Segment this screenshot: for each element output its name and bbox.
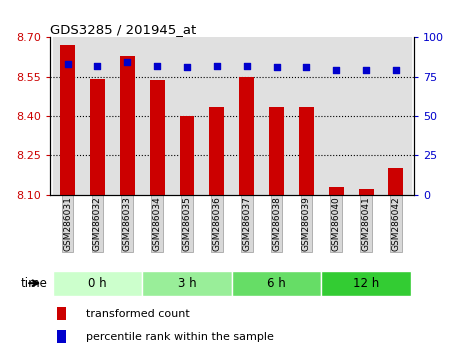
Bar <box>269 107 284 195</box>
Bar <box>57 330 66 343</box>
Bar <box>239 76 254 195</box>
Text: GDS3285 / 201945_at: GDS3285 / 201945_at <box>50 23 196 36</box>
Point <box>183 64 191 70</box>
Bar <box>388 169 403 195</box>
Bar <box>57 307 66 320</box>
Bar <box>90 79 105 195</box>
Point <box>213 63 220 68</box>
Bar <box>142 271 232 296</box>
Text: 0 h: 0 h <box>88 277 107 290</box>
Point <box>243 63 251 68</box>
Bar <box>120 56 135 195</box>
Bar <box>53 271 142 296</box>
Text: 6 h: 6 h <box>267 277 286 290</box>
Point <box>94 63 101 68</box>
Point <box>303 64 310 70</box>
Bar <box>299 107 314 195</box>
Bar <box>53 37 82 195</box>
Bar <box>60 45 75 195</box>
Bar <box>381 37 411 195</box>
Bar <box>329 187 344 195</box>
Point <box>392 67 400 73</box>
Point <box>64 61 71 67</box>
Bar <box>321 271 411 296</box>
Bar <box>142 37 172 195</box>
Bar <box>262 37 291 195</box>
Text: time: time <box>20 277 47 290</box>
Text: percentile rank within the sample: percentile rank within the sample <box>86 332 274 342</box>
Point <box>273 64 280 70</box>
Bar <box>82 37 113 195</box>
Bar <box>351 37 381 195</box>
Point <box>123 59 131 65</box>
Bar <box>359 189 374 195</box>
Bar <box>172 37 202 195</box>
Bar <box>149 80 165 195</box>
Text: 3 h: 3 h <box>178 277 196 290</box>
Point <box>362 67 370 73</box>
Bar <box>180 116 194 195</box>
Bar <box>232 37 262 195</box>
Bar <box>232 271 321 296</box>
Text: transformed count: transformed count <box>86 308 190 319</box>
Text: 12 h: 12 h <box>353 277 379 290</box>
Bar <box>210 107 224 195</box>
Point <box>333 67 340 73</box>
Bar <box>202 37 232 195</box>
Bar <box>113 37 142 195</box>
Bar <box>291 37 321 195</box>
Point <box>153 63 161 68</box>
Bar <box>321 37 351 195</box>
